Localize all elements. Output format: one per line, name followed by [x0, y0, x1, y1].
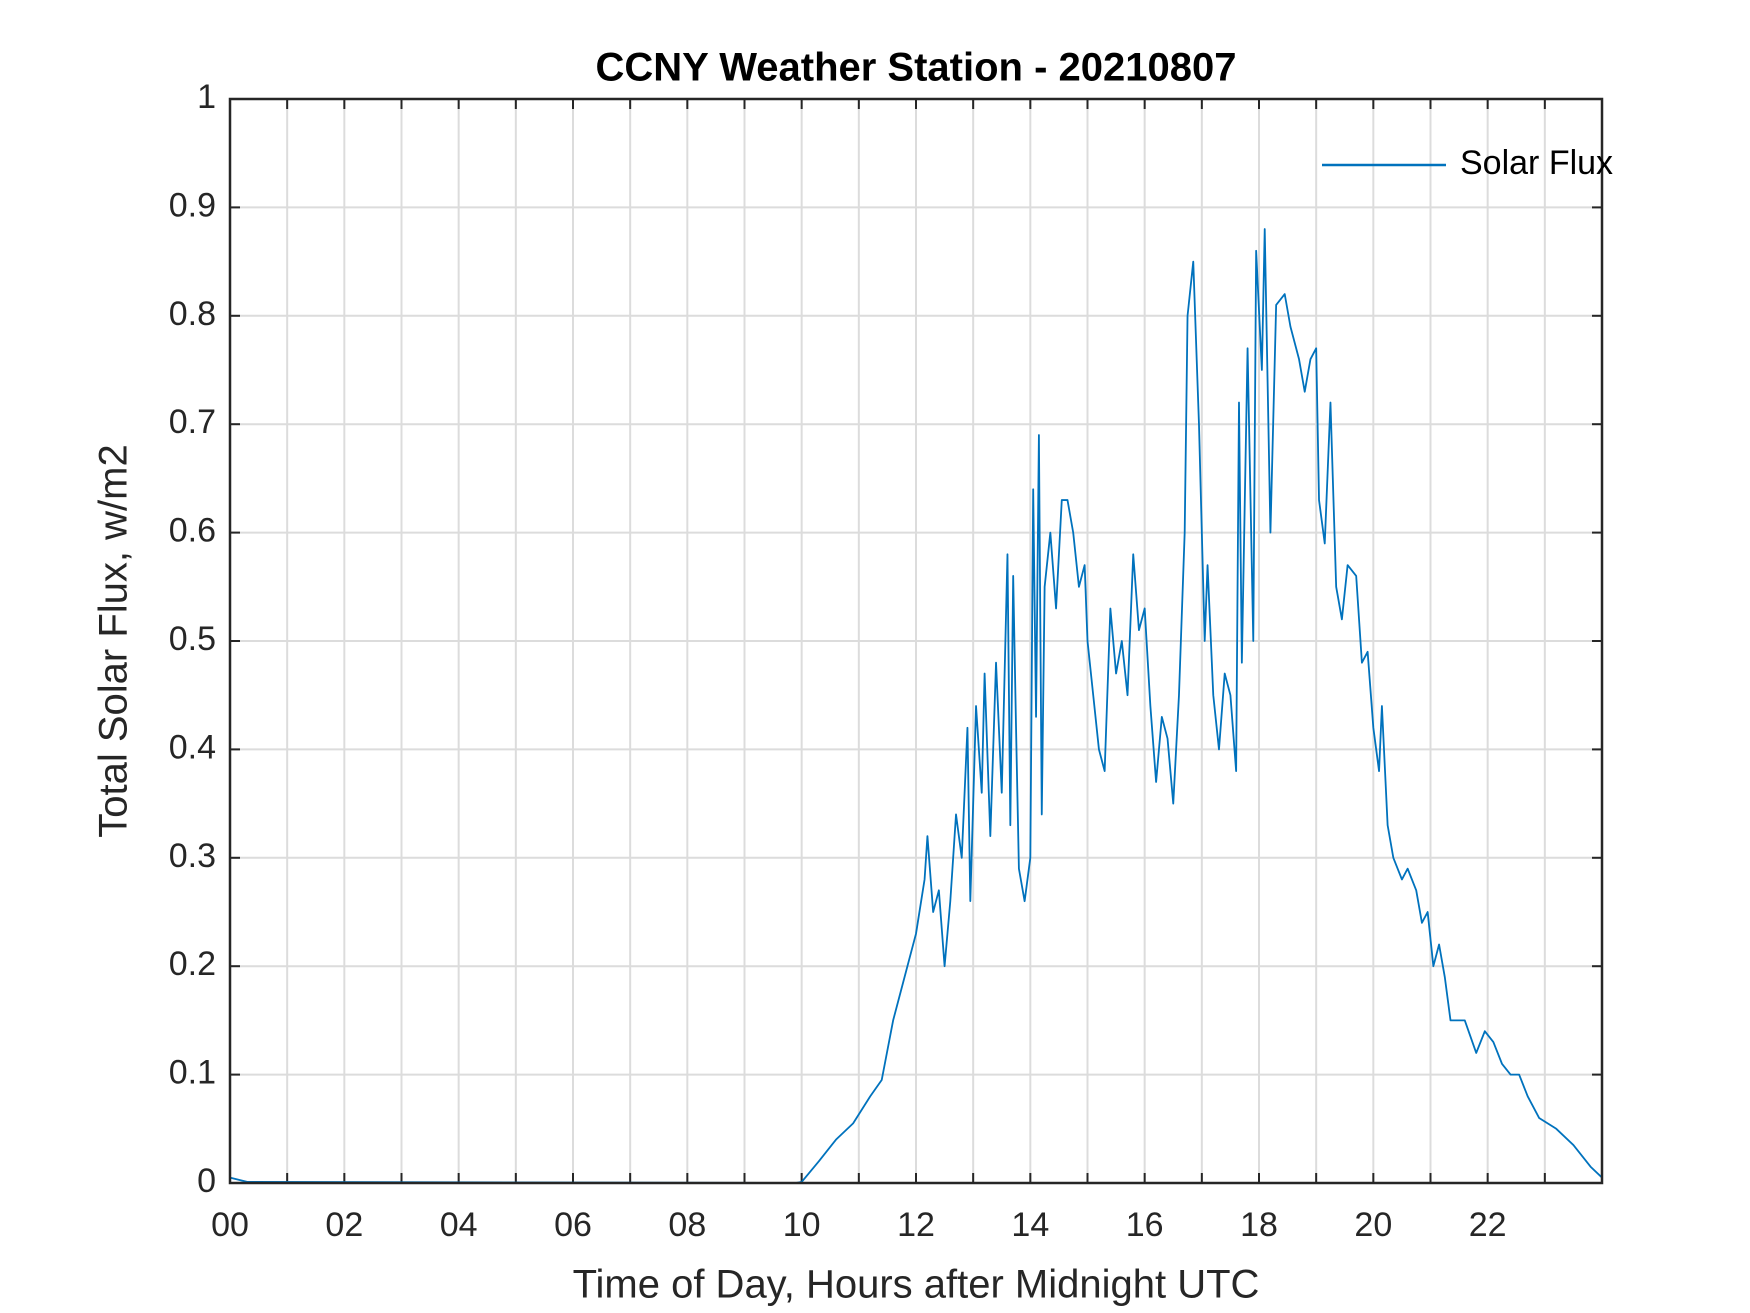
x-tick-label: 22 [1469, 1206, 1507, 1244]
x-tick-label: 06 [554, 1206, 592, 1244]
x-tick-label: 04 [440, 1206, 478, 1244]
chart-title: CCNY Weather Station - 20210807 [596, 46, 1237, 90]
x-tick-label: 20 [1354, 1206, 1392, 1244]
x-tick-label: 00 [211, 1206, 249, 1244]
series-line [229, 228, 1603, 1184]
x-tick-label: 18 [1240, 1206, 1278, 1244]
x-tick-label: 14 [1011, 1206, 1049, 1244]
y-tick-label: 0 [197, 1162, 216, 1200]
x-axis-label: Time of Day, Hours after Midnight UTC [573, 1263, 1260, 1307]
x-tick-label: 02 [325, 1206, 363, 1244]
x-tick-label: 10 [783, 1206, 821, 1244]
y-axis-label: Total Solar Flux, w/m2 [92, 444, 136, 837]
plot-frame [228, 97, 1604, 1185]
y-tick-label: 0.2 [169, 945, 216, 983]
y-tick-label: 0.3 [169, 837, 216, 875]
x-tick-label: 16 [1126, 1206, 1164, 1244]
y-tick-label: 0.4 [169, 728, 216, 766]
y-tick-label: 0.8 [169, 295, 216, 333]
x-tick-label: 08 [668, 1206, 706, 1244]
x-tick-label: 12 [897, 1206, 935, 1244]
legend-label: Solar Flux [1460, 144, 1613, 182]
y-tick-label: 1 [197, 78, 216, 116]
y-tick-label: 0.5 [169, 620, 216, 658]
y-tick-label: 0.6 [169, 512, 216, 550]
y-tick-label: 0.9 [169, 186, 216, 224]
y-tick-label: 0.1 [169, 1054, 216, 1092]
y-tick-label: 0.7 [169, 403, 216, 441]
